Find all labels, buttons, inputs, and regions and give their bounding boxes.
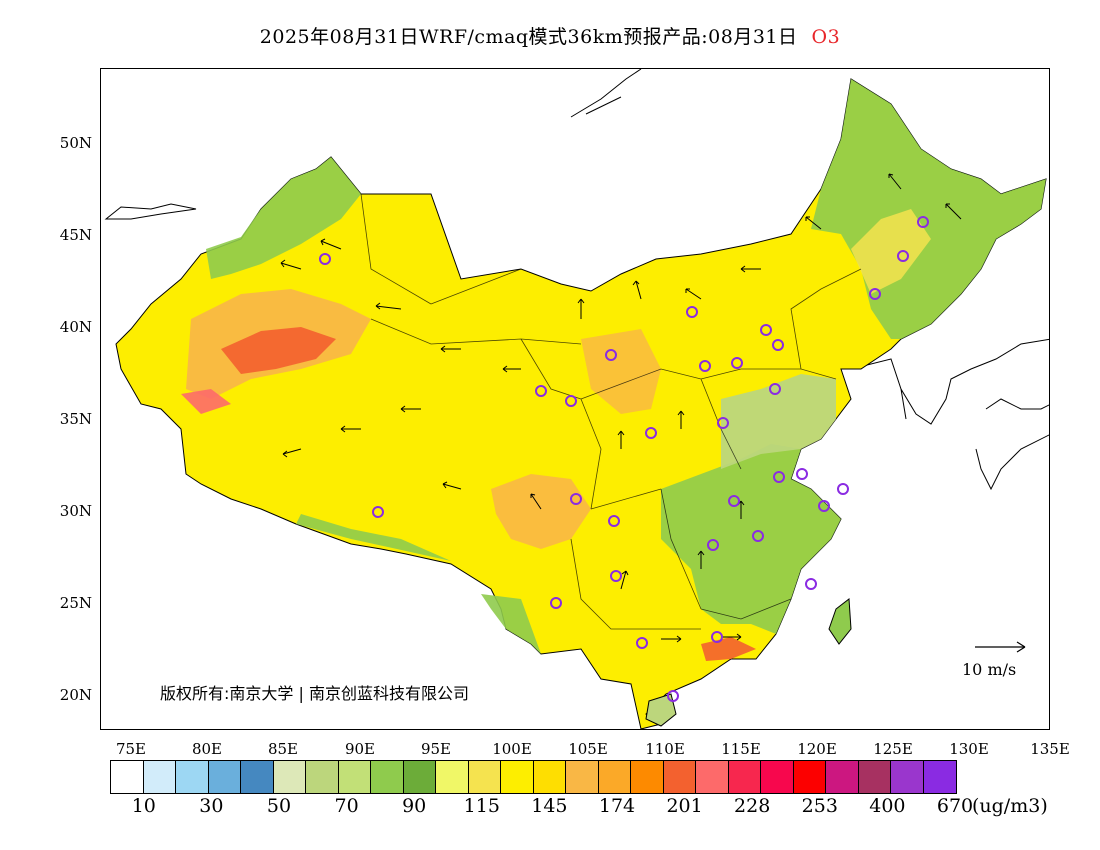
legend-unit: (ug/m3) — [972, 795, 1048, 817]
legend-swatch — [111, 761, 144, 793]
coastline-balkhash — [104, 203, 197, 220]
legend-label: 30 — [199, 795, 224, 817]
legend-swatch — [436, 761, 469, 793]
lon-label-95e: 95E — [420, 740, 452, 758]
legend-swatch — [501, 761, 534, 793]
legend-swatch — [143, 761, 176, 793]
map-frame — [100, 68, 1050, 730]
legend-swatch — [241, 761, 274, 793]
legend-swatch — [533, 761, 566, 793]
title-text: 2025年08月31日WRF/cmaq模式36km预报产品:08月31日 — [259, 26, 798, 48]
legend-swatch — [793, 761, 826, 793]
region-green-southeast — [661, 444, 841, 634]
legend-swatch — [566, 761, 599, 793]
legend-swatch — [858, 761, 891, 793]
legend-swatch — [371, 761, 404, 793]
copyright-text: 版权所有:南京大学 | 南京创蓝科技有限公司 — [160, 684, 469, 703]
lon-label-125e: 125E — [873, 740, 913, 758]
region-red-kashgar — [181, 389, 231, 414]
color-legend — [110, 760, 957, 794]
region-yellow-northeast-band — [851, 209, 931, 294]
map-title: 2025年08月31日WRF/cmaq模式36km预报产品:08月31日 O3 — [0, 22, 1100, 49]
region-green-southwest — [481, 594, 541, 654]
legend-swatch — [631, 761, 664, 793]
station-markers — [319, 216, 929, 702]
lon-label-135e: 135E — [1030, 740, 1070, 758]
legend-label: 670 — [936, 795, 974, 817]
legend-swatch — [728, 761, 761, 793]
region-green-yangtze — [721, 374, 836, 469]
island-taiwan — [828, 598, 852, 645]
lon-label-130e: 130E — [949, 740, 989, 758]
legend-label: 10 — [131, 795, 156, 817]
lon-label-85e: 85E — [267, 740, 299, 758]
legend-label: 228 — [734, 795, 771, 817]
province-boundaries — [360, 193, 862, 630]
region-green-south-tibet — [296, 514, 451, 561]
lat-label-35n: 35N — [59, 410, 92, 428]
legend-swatch — [273, 761, 306, 793]
coastline-north — [570, 69, 642, 118]
lat-label-40n: 40N — [59, 318, 92, 336]
wind-reference-arrow — [975, 641, 1026, 653]
lon-label-80e: 80E — [191, 740, 223, 758]
wind-reference-label: 10 m/s — [962, 660, 1017, 679]
legend-label: 70 — [334, 795, 359, 817]
legend-label: 400 — [869, 795, 906, 817]
lon-label-100e: 100E — [492, 740, 532, 758]
region-orange-sichuan — [491, 474, 591, 549]
lat-label-45n: 45N — [59, 226, 92, 244]
lon-label-115e: 115E — [721, 740, 761, 758]
legend-swatch — [338, 761, 371, 793]
legend-swatch — [403, 761, 436, 793]
legend-swatch — [598, 761, 631, 793]
legend-label: 201 — [666, 795, 703, 817]
region-orange-center — [581, 329, 661, 414]
coastline-korea-japan — [850, 338, 1049, 491]
legend-label: 50 — [266, 795, 292, 817]
lat-label-30n: 30N — [59, 502, 92, 520]
legend-label: 174 — [598, 795, 636, 817]
region-green-northwest — [206, 157, 361, 279]
legend-label: 115 — [463, 795, 500, 817]
region-red-guangdong — [701, 637, 756, 661]
lon-label-110e: 110E — [645, 740, 685, 758]
ozone-map — [104, 69, 1049, 729]
legend-swatch — [663, 761, 696, 793]
legend-swatch — [696, 761, 729, 793]
legend-swatch — [176, 761, 209, 793]
lon-label-75e: 75E — [115, 740, 147, 758]
lat-label-50n: 50N — [59, 134, 92, 152]
lat-label-25n: 25N — [59, 594, 92, 612]
region-red-tarim-core — [221, 327, 336, 374]
lat-label-20n: 20N — [59, 686, 92, 704]
legend-swatch — [826, 761, 859, 793]
legend-swatch — [208, 761, 241, 793]
legend-swatch — [761, 761, 794, 793]
wind-vectors — [280, 173, 962, 643]
legend-swatch — [468, 761, 501, 793]
lon-label-105e: 105E — [568, 740, 608, 758]
legend-label: 253 — [801, 795, 838, 817]
legend-swatch — [923, 761, 956, 793]
legend-label: 90 — [402, 795, 427, 817]
pollutant-label: O3 — [811, 26, 841, 48]
legend-swatch — [306, 761, 339, 793]
legend-swatch — [891, 761, 924, 793]
lon-label-120e: 120E — [797, 740, 837, 758]
legend-label: 145 — [531, 795, 568, 817]
lon-label-90e: 90E — [344, 740, 376, 758]
